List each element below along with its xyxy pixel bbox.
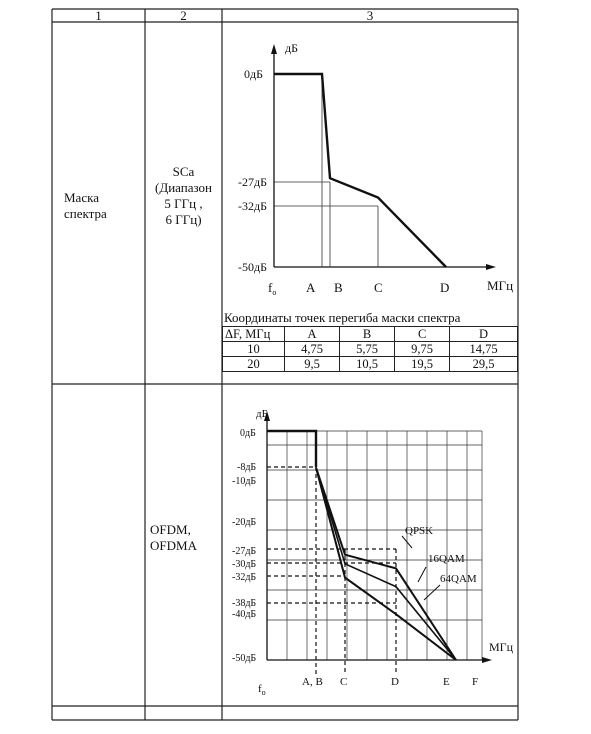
table-cell: 14,75 — [449, 341, 518, 357]
header-col-2: 2 — [180, 8, 187, 23]
row2-mode: OFDM, OFDMA — [150, 522, 197, 554]
chart2-xlabel: МГц — [489, 640, 514, 654]
chart2-series-16qam — [315, 467, 457, 661]
chart2-xtick-ab: A, B — [302, 676, 323, 688]
chart-1: дБ МГц 0дБ -27дБ -32дБ -50дБ fo A B C D … — [224, 41, 513, 325]
chart1-ytick-0: 0дБ — [244, 67, 263, 81]
table-header-cell: ΔF, МГц — [222, 326, 285, 342]
table-header-cell: D — [449, 326, 518, 342]
chart2-y-arrow — [264, 411, 270, 421]
table-row: 10 4,75 5,75 9,75 14,75 — [222, 341, 518, 357]
chart2-x-arrow — [482, 657, 492, 663]
table-cell: 5,75 — [339, 341, 396, 357]
row1-mode-line-4: 6 ГГц) — [165, 212, 202, 227]
chart2-xtick-f: F — [472, 676, 478, 688]
chart2-ytick-8: -8дБ — [237, 462, 256, 473]
chart2-ytick-40: -40дБ — [232, 609, 256, 620]
chart1-ylabel: дБ — [285, 41, 298, 55]
chart1-xtick-d: D — [440, 280, 449, 295]
chart2-passband-line — [267, 429, 318, 467]
chart-2: QPSK 16QAM 64QAM дБ МГц 0дБ -8дБ -10дБ -… — [232, 408, 514, 697]
chart1-xtick-b: B — [334, 280, 343, 295]
chart1-xtick-c: C — [374, 280, 383, 295]
table-row: 20 9,5 10,5 19,5 29,5 — [222, 356, 518, 372]
chart2-xtick-d: D — [391, 676, 399, 688]
chart1-mask-line — [274, 72, 447, 268]
row1-mode: SCa (Диапазон 5 ГГц , 6 ГГц) — [145, 164, 222, 228]
chart2-ylabel: дБ — [256, 408, 268, 420]
row1-parameter-line-2: спектра — [64, 206, 107, 221]
chart2-ytick-30: -30дБ — [232, 559, 256, 570]
chart2-ytick-0: 0дБ — [240, 428, 256, 439]
row2-mode-line-1: OFDM, — [150, 522, 191, 537]
table-header-cell: A — [283, 326, 341, 342]
chart1-ytick-50: -50дБ — [238, 260, 267, 274]
chart2-xtick-e: E — [443, 676, 450, 688]
row1-parameter-line-1: Маска — [64, 190, 99, 205]
chart2-ytick-27: -27дБ — [232, 546, 256, 557]
chart2-series-qpsk-label: QPSK — [405, 525, 433, 537]
chart1-x-arrow — [486, 264, 496, 270]
chart2-ytick-32: -32дБ — [232, 572, 256, 583]
chart2-ytick-50: -50дБ — [232, 653, 256, 664]
chart1-ytick-32: -32дБ — [238, 199, 267, 213]
table-cell: 29,5 — [449, 356, 518, 372]
chart1-ytick-27: -27дБ — [238, 175, 267, 189]
chart2-series-16qam-label: 16QAM — [428, 553, 465, 565]
chart1-xtick-fo: fo — [268, 280, 276, 297]
chart1-xlabel: МГц — [487, 278, 513, 293]
table-row: ΔF, МГц A B C D — [222, 326, 518, 342]
chart2-xtick-fo: fo — [258, 683, 266, 697]
chart2-ytick-20: -20дБ — [232, 517, 256, 528]
chart1-y-arrow — [271, 44, 277, 54]
row1-mode-line-2: (Диапазон — [155, 180, 212, 195]
mask-coordinates-table: ΔF, МГц A B C D 10 4,75 5,75 9,75 14,75 … — [222, 326, 518, 372]
chart2-series-64qam-label: 64QAM — [440, 573, 477, 585]
row1-parameter: Маска спектра — [64, 190, 107, 222]
chart1-xtick-a: A — [306, 280, 316, 295]
chart2-xtick-c: C — [340, 676, 347, 688]
row1-mode-line-3: 5 ГГц , — [164, 196, 203, 211]
chart2-ytick-10: -10дБ — [232, 476, 256, 487]
table-cell: 4,75 — [283, 341, 341, 357]
header-col-1: 1 — [95, 8, 102, 23]
table-cell: 10 — [222, 341, 285, 357]
chart2-series-qpsk — [315, 467, 457, 661]
row2-mode-line-2: OFDMA — [150, 538, 197, 553]
table-cell: 10,5 — [339, 356, 396, 372]
table-cell: 19,5 — [394, 356, 451, 372]
table-cell: 9,75 — [394, 341, 451, 357]
row1-mode-line-1: SCa — [172, 164, 195, 179]
table-cell: 9,5 — [283, 356, 341, 372]
mask-table-title: Координаты точек перегиба маски спектра — [224, 310, 461, 325]
table-cell: 20 — [222, 356, 285, 372]
header-col-3: 3 — [366, 8, 374, 23]
table-header-cell: B — [339, 326, 396, 342]
chart2-series-64qam — [315, 467, 457, 661]
table-header-cell: C — [394, 326, 451, 342]
chart2-ytick-38: -38дБ — [232, 598, 256, 609]
